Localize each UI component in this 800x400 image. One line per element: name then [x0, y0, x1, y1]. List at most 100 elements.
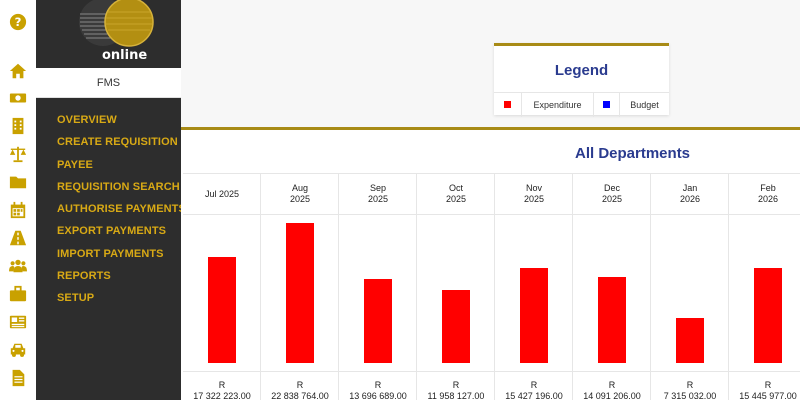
bar-value-label: R 14 091 206.00: [573, 371, 651, 400]
value-amount: 14 091 206.00: [583, 391, 641, 400]
value-amount: 22 838 764.00: [271, 391, 329, 400]
bar-value-label: R 15 427 196.00: [495, 371, 573, 400]
icon-rail: ?: [0, 0, 36, 400]
bar-expenditure[interactable]: [754, 268, 782, 363]
bar-value-label: R 22 838 764.00: [261, 371, 339, 400]
legend-swatch-expenditure: [494, 92, 522, 117]
x-tick-label: Jan 2026: [651, 173, 729, 215]
x-tick-year: 2025: [523, 194, 545, 204]
value-prefix: R: [608, 380, 616, 390]
road-icon[interactable]: [8, 228, 28, 248]
bar-expenditure[interactable]: [442, 290, 470, 363]
side-menu: online FMS OVERVIEW CREATE REQUISITION P…: [36, 0, 186, 400]
bar-expenditure[interactable]: [364, 279, 392, 363]
app-name: FMS: [36, 68, 181, 98]
document-icon[interactable]: [8, 368, 28, 388]
value-amount: 15 427 196.00: [505, 391, 563, 400]
value-amount: 7 315 032.00: [663, 391, 717, 400]
bar-value-label: R 15 445 977.00: [729, 371, 800, 400]
menu-item-authorise-payments[interactable]: AUTHORISE PAYMENTS: [57, 203, 186, 216]
value-amount: 13 696 689.00: [349, 391, 407, 400]
bar-value-label: R 11 958 127.00: [417, 371, 495, 400]
x-tick-label: Oct 2025: [417, 173, 495, 215]
users-icon[interactable]: [8, 256, 28, 276]
building-icon[interactable]: [8, 116, 28, 136]
value-prefix: R: [686, 380, 694, 390]
section-divider: [181, 127, 800, 130]
menu-item-import-payments[interactable]: IMPORT PAYMENTS: [57, 247, 164, 260]
money-icon[interactable]: [8, 88, 28, 108]
menu-item-overview[interactable]: OVERVIEW: [57, 114, 117, 126]
x-tick-year: 2025: [289, 194, 311, 204]
value-prefix: R: [764, 380, 772, 390]
value-amount: 17 322 223.00: [193, 391, 251, 400]
menu-item-requisition-search[interactable]: REQUISITION SEARCH: [57, 180, 180, 193]
legend-row: Expenditure Budget: [494, 92, 669, 117]
main-menu: OVERVIEW CREATE REQUISITION PAYEE REQUIS…: [57, 113, 186, 314]
chart-column: Jul 2025 R 17 322 223.00: [183, 173, 261, 400]
x-tick-month: Aug: [291, 183, 308, 193]
chart-title: All Departments: [575, 145, 691, 162]
chart-column: Dec 2025 R 14 091 206.00: [573, 173, 651, 400]
value-amount: 11 958 127.00: [427, 391, 485, 400]
chart-column: Sep 2025 R 13 696 689.00: [339, 173, 417, 400]
legend-label-budget: Budget: [630, 99, 659, 110]
calendar-icon[interactable]: [8, 200, 28, 220]
value-prefix: R: [218, 380, 226, 390]
logo-text: online: [102, 48, 148, 63]
scales-icon[interactable]: [8, 144, 28, 164]
value-prefix: R: [530, 380, 538, 390]
menu-item-export-payments[interactable]: EXPORT PAYMENTS: [57, 225, 167, 238]
x-tick-label: Jul 2025: [183, 173, 261, 215]
chart-column: Aug 2025 R 22 838 764.00: [261, 173, 339, 400]
legend-box: Legend Expenditure Budget: [494, 43, 669, 117]
chart-column: Jan 2026 R 7 315 032.00: [651, 173, 729, 400]
main-content: Legend Expenditure Budget All Department…: [181, 0, 800, 400]
x-tick-label: Aug 2025: [261, 173, 339, 215]
chart-column: Nov 2025 R 15 427 196.00: [495, 173, 573, 400]
menu-item-create-requisition[interactable]: CREATE REQUISITION: [57, 136, 178, 149]
briefcase-icon[interactable]: [8, 284, 28, 304]
x-tick-year: 2025: [445, 194, 467, 204]
x-tick-month: Feb: [760, 183, 776, 193]
x-tick-year: 2025: [601, 194, 623, 204]
menu-item-setup[interactable]: SETUP: [57, 292, 95, 305]
menu-item-payee[interactable]: PAYEE: [57, 158, 93, 171]
legend-swatch-budget: [594, 92, 620, 117]
value-amount: 15 445 977.00: [739, 391, 797, 400]
legend-title: Legend: [554, 62, 609, 79]
value-prefix: R: [452, 380, 460, 390]
value-prefix: R: [296, 380, 304, 390]
x-tick-year: 2026: [679, 194, 701, 204]
legend-label-expenditure: Expenditure: [522, 92, 594, 117]
bar-expenditure[interactable]: [676, 318, 704, 363]
x-tick-month: Nov: [525, 183, 542, 193]
x-tick-month: Sep: [369, 183, 386, 193]
bar-value-label: R 13 696 689.00: [339, 371, 417, 400]
x-tick-year: 2026: [757, 194, 779, 204]
bar-expenditure[interactable]: [520, 268, 548, 363]
x-tick-label: Dec 2025: [573, 173, 651, 215]
x-tick-month: Oct: [448, 183, 463, 193]
newspaper-icon[interactable]: [8, 312, 28, 332]
bar-expenditure[interactable]: [598, 277, 626, 363]
bar-expenditure[interactable]: [286, 223, 314, 363]
logo[interactable]: online: [36, 0, 181, 68]
chart-column: Oct 2025 R 11 958 127.00: [417, 173, 495, 400]
x-tick-label: Nov 2025: [495, 173, 573, 215]
logo-graphic: [79, 0, 154, 47]
folder-icon[interactable]: [8, 172, 28, 192]
x-tick-year: 2025: [367, 194, 389, 204]
help-icon[interactable]: ?: [8, 12, 28, 32]
car-icon[interactable]: [8, 340, 28, 360]
x-tick-month: Dec: [603, 183, 620, 193]
value-prefix: R: [374, 380, 382, 390]
x-tick-label: Feb 2026: [729, 173, 800, 215]
menu-item-reports[interactable]: REPORTS: [57, 270, 111, 283]
svg-text:?: ?: [15, 15, 22, 29]
home-icon[interactable]: [8, 61, 28, 81]
chart-column: Feb 2026 R 15 445 977.00: [729, 173, 800, 400]
bar-expenditure[interactable]: [208, 257, 236, 363]
chart-panel: All Departments Jul 2025 R 17 322 223.00 Au…: [181, 130, 800, 400]
x-tick-label: Sep 2025: [339, 173, 417, 215]
